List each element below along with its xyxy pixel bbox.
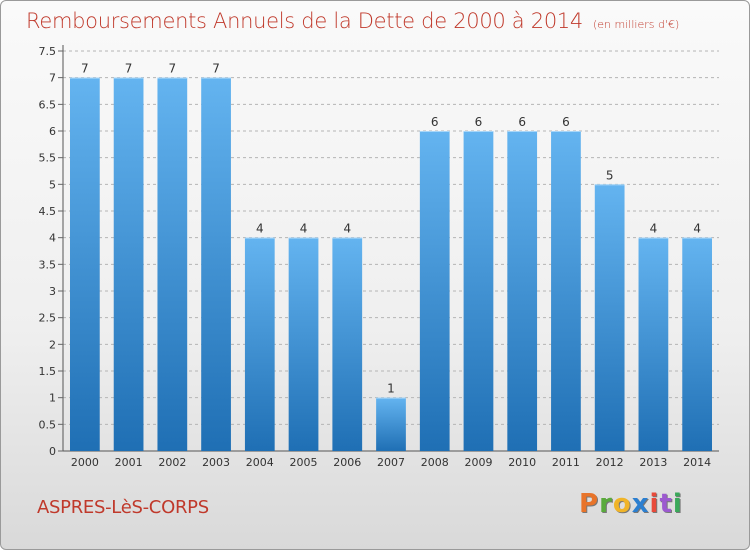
y-tick-label: 6.5 [39,98,57,111]
x-tick-label-2003: 2003 [202,456,230,469]
bar-2005 [288,237,319,451]
y-tick-label: 5.5 [39,152,57,165]
data-label-2010: 6 [518,115,526,129]
logo-letter: r [599,489,613,519]
bar-2013 [638,237,669,451]
y-tick-label: 0.5 [39,418,57,431]
data-label-2008: 6 [431,115,439,129]
x-tick-label-2010: 2010 [508,456,536,469]
y-tick-label: 7 [49,72,56,85]
y-tick-label: 1.5 [39,365,57,378]
x-tick-label-2002: 2002 [158,456,186,469]
data-label-2013: 4 [650,222,658,236]
y-tick-label: 4.5 [39,205,57,218]
bar-2010 [507,131,538,451]
x-tick-label-2012: 2012 [596,456,624,469]
x-tick-label-2008: 2008 [421,456,449,469]
bar-2009 [463,131,494,451]
bar-2008 [419,131,450,451]
data-label-2004: 4 [256,222,264,236]
x-tick-label-2007: 2007 [377,456,405,469]
bar-2007 [376,397,406,451]
data-label-2001: 7 [125,62,133,76]
y-tick-label: 0 [49,445,56,458]
x-tick-label-2009: 2009 [464,456,492,469]
commune-name: ASPRES-LèS-CORPS [37,497,209,518]
data-label-2003: 7 [212,62,220,76]
logo-letter: P [579,489,600,519]
y-tick-label: 7.5 [39,45,57,58]
bars [69,77,713,452]
data-label-2014: 4 [693,222,701,236]
data-label-2006: 4 [343,222,351,236]
bar-2001 [113,77,144,452]
y-axis-ticks: 0 0.5 1 1.5 2 2.5 3 3.5 4 4.5 5 5.5 6 6.5 7 7.5 [39,45,63,458]
x-tick-label-2005: 2005 [290,456,318,469]
chart-subtitle: (en milliers d'€) [593,18,680,31]
bar-2006 [332,237,363,451]
bar-2004 [244,237,275,451]
title-text: Remboursements Annuels de la Dette de 20… [26,9,583,33]
x-axis-ticks: 2000 2001 2002 2003 2004 2005 2006 2007 2008 2009… [71,456,711,469]
x-tick-label-2006: 2006 [333,456,361,469]
bar-2014 [682,237,713,451]
x-tick-label-2013: 2013 [639,456,667,469]
y-tick-label: 6 [49,125,56,138]
y-tick-label: 5 [49,178,56,191]
y-tick-label: 3.5 [39,258,57,271]
x-tick-label-2014: 2014 [683,456,711,469]
bar-2003 [201,77,231,452]
chart-title: Remboursements Annuels de la Dette de 20… [26,9,679,33]
logo-letter: o [612,489,632,519]
data-labels: 7 7 7 7 4 4 4 1 6 6 6 6 5 4 4 [81,62,701,396]
y-tick-label: 2 [49,338,56,351]
y-tick-label: 1 [49,392,56,405]
data-label-2012: 5 [606,168,614,182]
logo-letter: i [672,489,683,519]
y-tick-label: 2.5 [39,312,57,325]
logo-letter: x [631,489,650,519]
bar-2000 [69,77,100,452]
y-tick-label: 4 [49,232,56,245]
data-label-2007: 1 [387,382,395,396]
x-tick-label-2001: 2001 [115,456,143,469]
x-tick-label-2004: 2004 [246,456,274,469]
data-label-2005: 4 [300,222,308,236]
bar-2002 [157,77,188,452]
bar-2012 [594,184,625,452]
data-label-2009: 6 [475,115,483,129]
data-label-2000: 7 [81,62,89,76]
proxiti-logo[interactable]: Proxiti [579,489,683,519]
logo-letter: i [649,489,660,519]
bar-2011 [551,131,581,451]
data-label-2002: 7 [169,62,177,76]
x-tick-label-2000: 2000 [71,456,99,469]
logo-letter: t [659,489,673,519]
y-tick-label: 3 [49,285,56,298]
x-tick-label-2011: 2011 [552,456,580,469]
data-label-2011: 6 [562,115,570,129]
